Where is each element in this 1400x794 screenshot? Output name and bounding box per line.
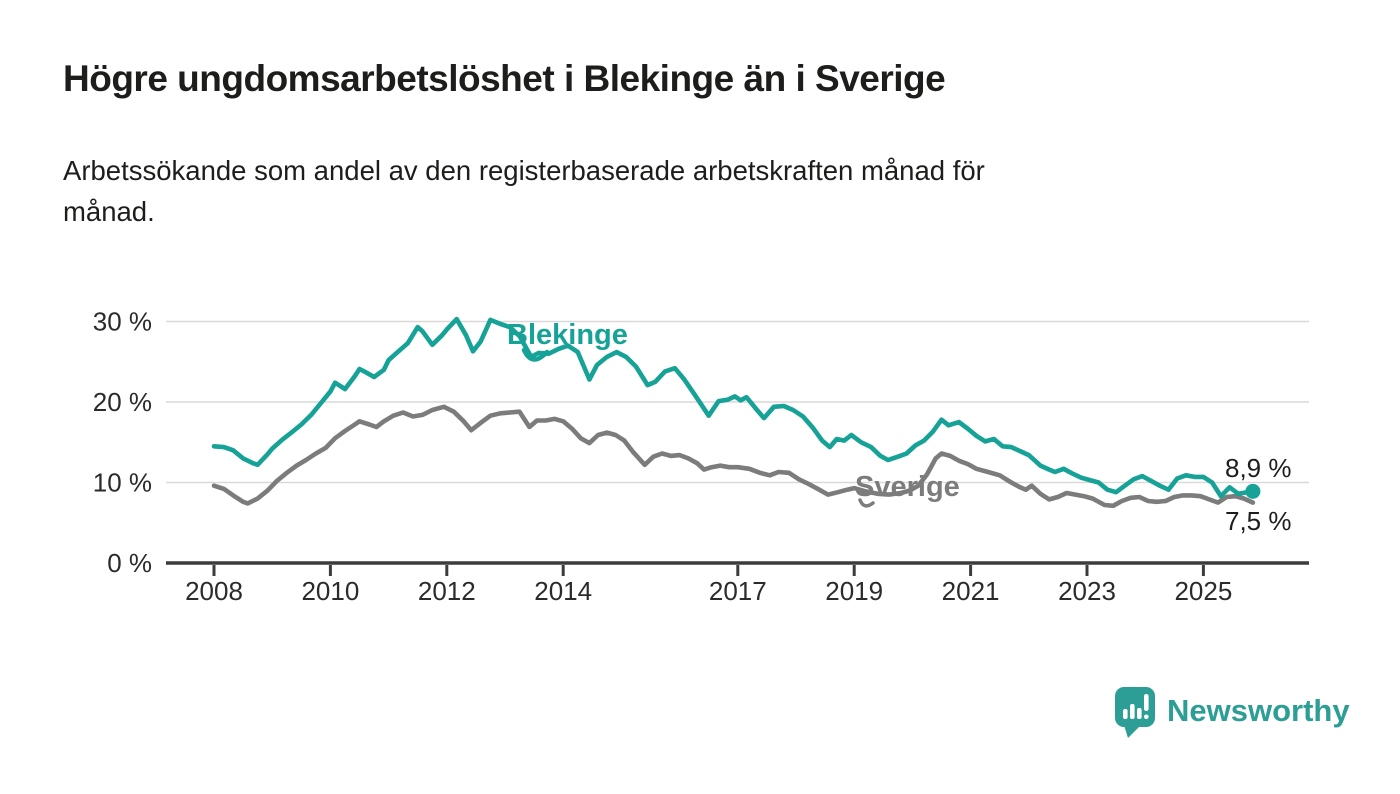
y-tick-label: 0 %: [107, 548, 152, 578]
y-tick-label: 20 %: [93, 387, 152, 417]
newsworthy-logo: Newsworthy: [1115, 687, 1350, 738]
series-line-sverige: [211, 404, 1256, 509]
x-tick-label: 2014: [534, 576, 592, 606]
x-tick-label: 2025: [1174, 576, 1232, 606]
newsworthy-logo-text: Newsworthy: [1167, 693, 1350, 728]
x-tick-label: 2012: [418, 576, 476, 606]
series-line-blekinge: [211, 316, 1256, 499]
x-tick-label: 2019: [825, 576, 883, 606]
x-tick-label: 2021: [942, 576, 1000, 606]
x-tick-label: 2008: [185, 576, 243, 606]
series-label-blekinge: Blekinge: [507, 319, 628, 351]
series-end-dot-blekinge: [1245, 483, 1261, 499]
y-tick-label: 10 %: [93, 468, 152, 498]
sverige-pointer-icon: [858, 498, 875, 508]
chart-title: Högre ungdomsarbetslöshet i Blekinge än …: [63, 58, 946, 99]
series-label-sverige: Sverige: [855, 471, 960, 503]
bar-chart-icon: [1123, 704, 1142, 719]
x-tick-label: 2010: [301, 576, 359, 606]
newsworthy-logo-icon: [1115, 687, 1155, 738]
end-value-label-blekinge: 8,9 %: [1225, 453, 1292, 483]
chart-subtitle-line1: Arbetssökande som andel av den registerb…: [63, 155, 985, 186]
blekinge-pointer-icon: [521, 347, 550, 362]
end-value-label-sverige: 7,5 %: [1225, 506, 1292, 536]
y-tick-label: 30 %: [93, 307, 152, 337]
x-tick-label: 2017: [709, 576, 767, 606]
chart-subtitle: Arbetssökande som andel av den registerb…: [63, 150, 1323, 232]
x-tick-label: 2023: [1058, 576, 1116, 606]
exclamation-icon: [1144, 694, 1149, 720]
chart-subtitle-line2: månad.: [63, 196, 155, 227]
